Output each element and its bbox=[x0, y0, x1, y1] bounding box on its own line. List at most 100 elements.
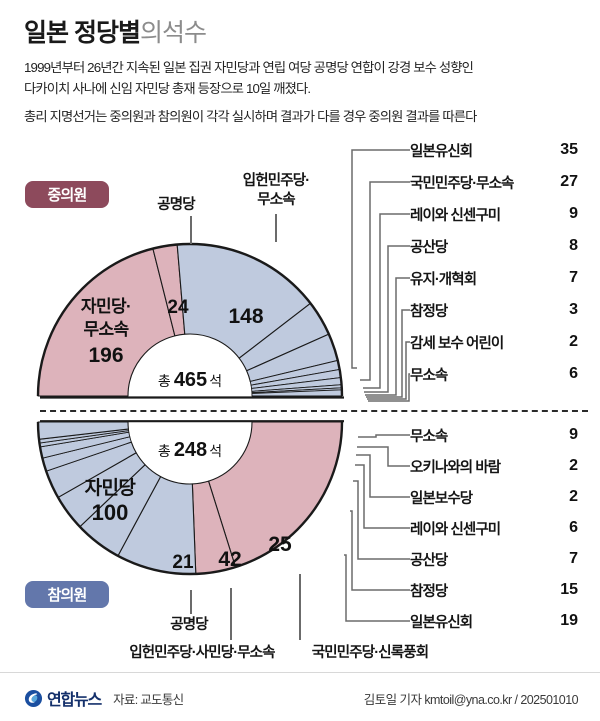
upper-house-half-donut-chart: 자민당 100 21 42 25 총 248 석 bbox=[36, 420, 344, 576]
footer-source: 자료: 교도통신 bbox=[113, 692, 184, 707]
upper-house-value-ldp: 100 bbox=[92, 500, 129, 525]
page-title-light: 의석수 bbox=[139, 19, 207, 47]
legend-elbow-connector bbox=[356, 454, 410, 498]
legend-row-label: 유지·개혁회 bbox=[410, 271, 477, 288]
page-title-bold: 일본 정당별 bbox=[24, 19, 141, 47]
legend-elbow-connector bbox=[360, 181, 410, 381]
legend-row-label: 공산당 bbox=[410, 552, 448, 569]
chamber-badge-lower-house: 중의원 bbox=[25, 181, 109, 208]
legend-elbow-connector bbox=[358, 434, 410, 438]
lower-house-total-suffix: 석 bbox=[209, 373, 222, 389]
yonhap-logo-icon bbox=[24, 689, 43, 707]
legend-row: 레이와 신센구미 9 bbox=[410, 204, 578, 224]
legend-row-value: 27 bbox=[560, 173, 578, 190]
legend-row-value: 8 bbox=[569, 237, 578, 254]
lower-house-slices bbox=[36, 242, 344, 397]
legend-row-value: 2 bbox=[569, 333, 578, 350]
pie-outer-edge bbox=[36, 421, 344, 576]
upper-house-leader-dpp bbox=[299, 574, 301, 640]
page-title: 일본 정당별의석수 bbox=[24, 13, 207, 49]
legend-row: 레이와 신센구미 6 bbox=[410, 518, 578, 538]
legend-elbow-connector bbox=[368, 373, 410, 402]
lower-house-total: 총 465 석 bbox=[158, 369, 222, 391]
lower-house-total-value: 465 bbox=[174, 369, 207, 391]
lower-house-value-ldp: 196 bbox=[88, 344, 123, 367]
legend-row-value: 9 bbox=[569, 205, 578, 222]
upper-house-total-prefix: 총 bbox=[158, 443, 171, 459]
lower-house-label-ldp-line2: 무소속 bbox=[83, 320, 129, 339]
upper-house-total-suffix: 석 bbox=[209, 443, 222, 459]
legend-row: 일본유신회 35 bbox=[410, 140, 578, 160]
legend-elbow-connector bbox=[353, 480, 410, 560]
pie-outer-edge bbox=[36, 242, 344, 397]
legend-row: 공산당 8 bbox=[410, 236, 578, 256]
legend-row-label: 참정당 bbox=[410, 303, 448, 320]
footer: 연합뉴스 자료: 교도통신 bbox=[24, 686, 184, 710]
upper-house-callout-dpp: 국민민주당·신록풍회 bbox=[311, 645, 429, 661]
legend-row-label: 레이와 신센구미 bbox=[410, 521, 501, 538]
lower-house-legend-leader-lines bbox=[351, 149, 410, 402]
legend-row: 공산당 7 bbox=[410, 549, 578, 569]
legend-row-value: 9 bbox=[569, 426, 578, 443]
legend-row-label: 공산당 bbox=[410, 239, 448, 256]
lower-house-total-prefix: 총 bbox=[158, 373, 171, 389]
footer-byline: 김토일 기자 kmtoil@yna.co.kr / 202501010 bbox=[363, 693, 579, 707]
legend-row-label: 일본유신회 bbox=[410, 143, 473, 160]
upper-house-value-komeito: 21 bbox=[172, 552, 194, 573]
legend-row: 일본보수당 2 bbox=[410, 487, 578, 507]
upper-house-callout-cdp: 입헌민주당·사민당·무소속 bbox=[129, 645, 275, 661]
legend-row-label: 참정당 bbox=[410, 583, 448, 600]
legend-elbow-connector bbox=[364, 245, 410, 393]
chart-divider bbox=[40, 410, 588, 412]
upper-house-slices bbox=[36, 421, 344, 576]
chamber-badge-upper-house-label: 참의원 bbox=[47, 587, 87, 604]
upper-house-leader-komeito bbox=[190, 590, 192, 614]
legend-elbow-connector bbox=[350, 510, 410, 591]
legend-row-value: 7 bbox=[569, 269, 578, 286]
lower-house-half-donut-chart: 자민당· 무소속 196 24 148 총 465 석 bbox=[36, 242, 344, 399]
legend-elbow-connector bbox=[367, 341, 410, 400]
legend-row-label: 무소속 bbox=[410, 428, 448, 445]
legend-row: 무소속 6 bbox=[410, 364, 578, 384]
legend-row-value: 6 bbox=[569, 519, 578, 536]
lower-house-callout-cdp: 입헌민주당· 무소속 bbox=[242, 173, 310, 208]
legend-row-label: 오키나와의 바람 bbox=[410, 459, 501, 476]
legend-elbow-connector bbox=[366, 309, 410, 398]
legend-row-label: 레이와 신센구미 bbox=[410, 207, 501, 224]
legend-elbow-connector bbox=[365, 277, 410, 396]
legend-row: 일본유신회 19 bbox=[410, 611, 578, 631]
upper-house-value-dpp: 25 bbox=[268, 533, 292, 556]
legend-row-value: 6 bbox=[569, 365, 578, 382]
legend-elbow-connector bbox=[351, 149, 410, 369]
lede-line-3: 총리 지명선거는 중의원과 참의원이 각각 실시하며 결과가 다를 경우 중의원… bbox=[24, 109, 477, 124]
legend-row-value: 19 bbox=[560, 612, 578, 629]
legend-row-value: 3 bbox=[569, 301, 578, 318]
legend-row: 무소속 9 bbox=[410, 425, 578, 445]
legend-row-value: 35 bbox=[560, 141, 578, 158]
chamber-badge-lower-house-label: 중의원 bbox=[47, 187, 87, 204]
legend-elbow-connector bbox=[357, 446, 410, 467]
upper-house-leader-cdp bbox=[230, 588, 232, 640]
legend-row-label: 국민민주당·무소속 bbox=[410, 175, 514, 192]
legend-row-label: 감세 보수 어린이 bbox=[410, 335, 504, 352]
lede-line-2: 다카이치 사나에 신임 자민당 총재 등장으로 10일 깨졌다. bbox=[24, 81, 311, 96]
legend-row-value: 2 bbox=[569, 488, 578, 505]
legend-row: 오키나와의 바람 2 bbox=[410, 456, 578, 476]
upper-house-value-cdp: 42 bbox=[218, 548, 241, 571]
yonhap-logo-name: 연합뉴스 bbox=[47, 692, 102, 709]
legend-row-label: 일본유신회 bbox=[410, 614, 473, 631]
lede-paragraph: 1999년부터 26년간 지속된 일본 집권 자민당과 연립 여당 공명당 연합… bbox=[24, 57, 584, 127]
legend-elbow-connector bbox=[355, 464, 410, 529]
legend-row-value: 7 bbox=[569, 550, 578, 567]
lower-house-callout-komeito: 공명당 bbox=[157, 197, 195, 213]
lede-line-1: 1999년부터 26년간 지속된 일본 집권 자민당과 연립 여당 공명당 연합… bbox=[24, 60, 474, 75]
legend-elbow-connector bbox=[344, 554, 410, 622]
upper-house-legend-leader-lines bbox=[344, 434, 410, 622]
chamber-badge-upper-house: 참의원 bbox=[25, 581, 109, 608]
lower-house-label-ldp-line1: 자민당· bbox=[81, 297, 131, 316]
legend-row: 유지·개혁회 7 bbox=[410, 268, 578, 288]
upper-house-total: 총 248 석 bbox=[158, 439, 222, 461]
legend-row: 국민민주당·무소속 27 bbox=[410, 172, 578, 192]
legend-row: 감세 보수 어린이 2 bbox=[410, 332, 578, 352]
